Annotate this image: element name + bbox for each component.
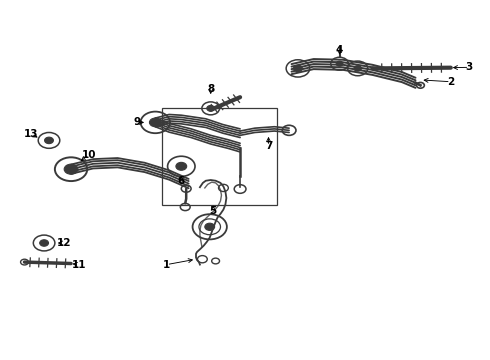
- Text: 4: 4: [336, 45, 343, 55]
- Circle shape: [45, 137, 53, 144]
- Circle shape: [294, 65, 302, 72]
- Circle shape: [205, 223, 215, 230]
- Circle shape: [336, 61, 343, 66]
- Text: 13: 13: [24, 129, 39, 139]
- Text: 7: 7: [265, 141, 272, 151]
- Bar: [162, 108, 277, 205]
- Text: 11: 11: [72, 260, 87, 270]
- Text: 6: 6: [178, 176, 185, 186]
- Circle shape: [149, 118, 161, 127]
- Text: 1: 1: [163, 260, 170, 270]
- Text: 2: 2: [447, 77, 454, 87]
- Circle shape: [176, 162, 187, 170]
- Text: 10: 10: [82, 150, 97, 160]
- Text: 3: 3: [466, 62, 473, 72]
- Text: 8: 8: [207, 84, 214, 94]
- Circle shape: [207, 105, 215, 111]
- Text: 12: 12: [56, 238, 71, 248]
- Circle shape: [40, 240, 49, 246]
- Text: 5: 5: [210, 206, 217, 216]
- Text: 9: 9: [134, 117, 141, 127]
- Circle shape: [354, 66, 362, 71]
- Circle shape: [64, 164, 78, 174]
